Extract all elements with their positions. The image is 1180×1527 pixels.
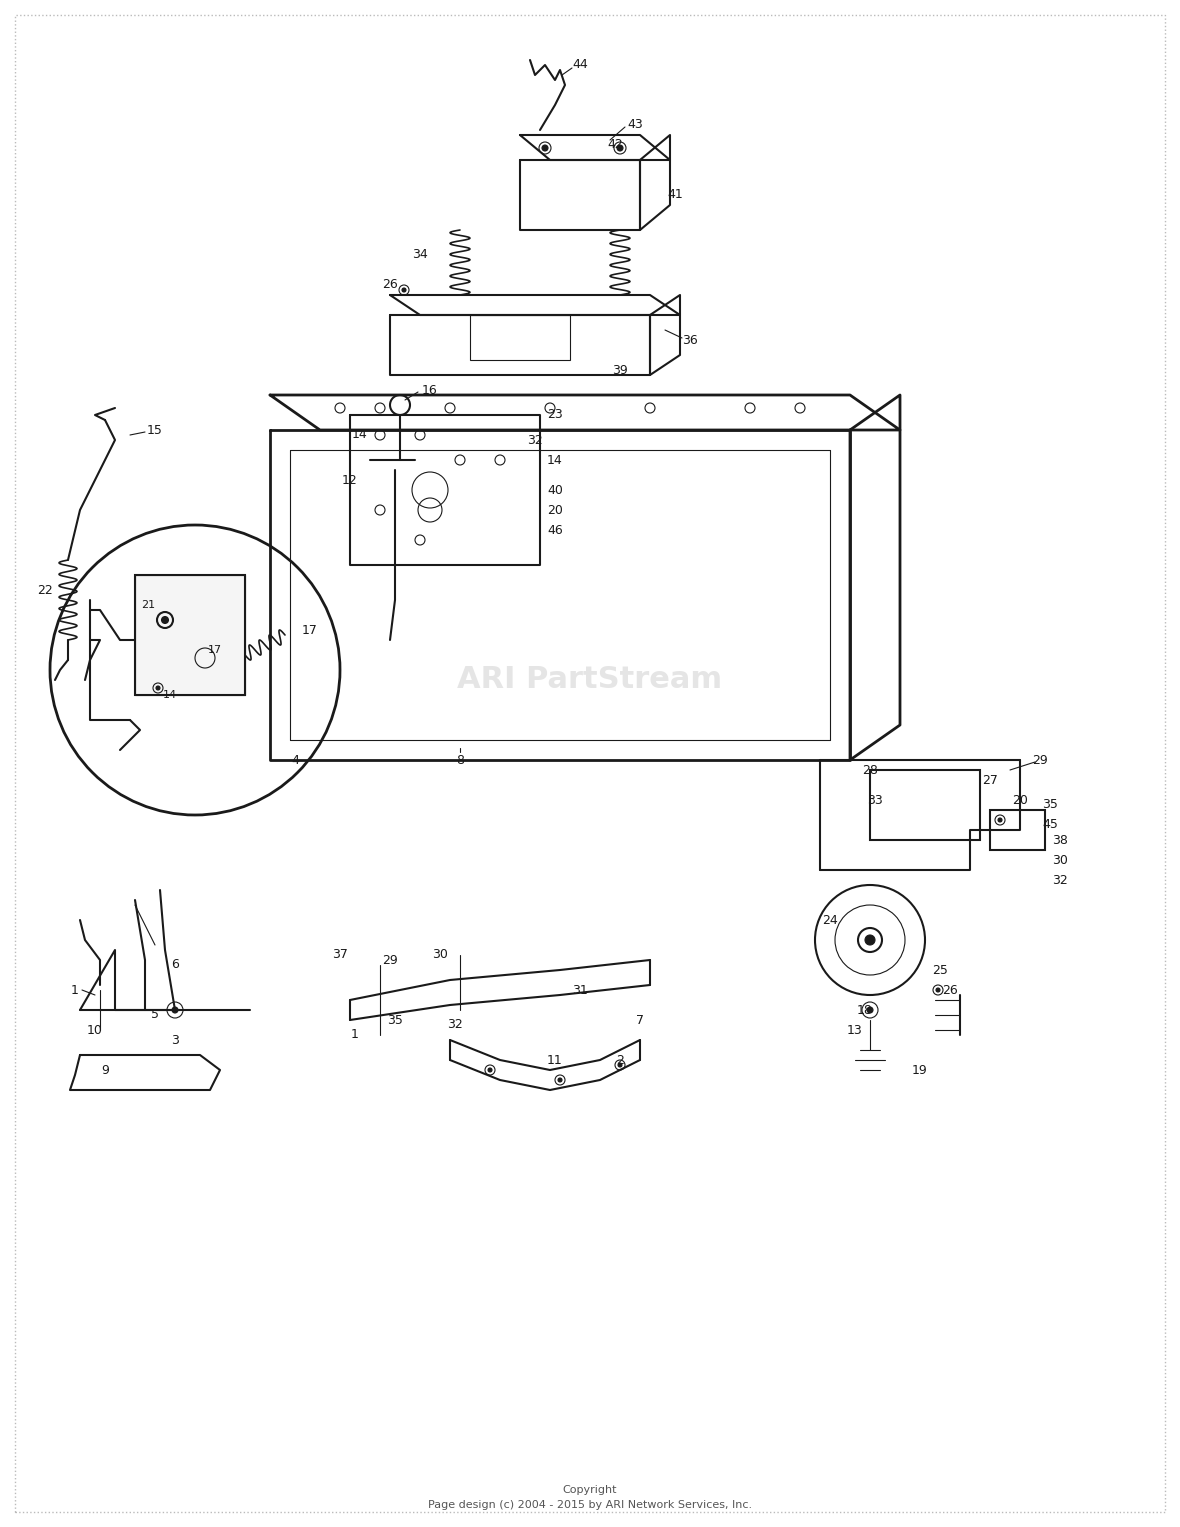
Text: 43: 43 [627,119,643,131]
Circle shape [558,1078,562,1083]
Text: 32: 32 [1053,873,1068,887]
Text: 30: 30 [432,948,448,962]
Bar [990,809,1045,851]
Text: 12: 12 [342,473,358,487]
Bar [135,576,245,695]
Text: 35: 35 [1042,799,1058,811]
Text: 17: 17 [208,644,222,655]
Text: 1: 1 [352,1029,359,1041]
Text: ARI PartStream: ARI PartStream [458,666,722,695]
Text: 14: 14 [352,429,368,441]
Text: 28: 28 [863,764,878,777]
Text: 8: 8 [455,753,464,767]
Text: 34: 34 [412,249,428,261]
Text: 15: 15 [148,423,163,437]
Circle shape [542,145,548,151]
Text: 42: 42 [608,139,623,151]
Text: 41: 41 [667,188,683,202]
Text: 23: 23 [548,409,563,421]
Text: 5: 5 [151,1008,159,1022]
Text: 35: 35 [387,1014,402,1026]
Text: 9: 9 [101,1063,109,1077]
Text: 33: 33 [867,794,883,806]
Text: 37: 37 [332,948,348,962]
Text: 46: 46 [548,524,563,536]
Text: 7: 7 [636,1014,644,1026]
Circle shape [998,818,1002,822]
Text: 20: 20 [548,504,563,516]
Circle shape [618,1063,622,1067]
Text: 4: 4 [291,753,299,767]
Circle shape [936,988,940,993]
Text: 30: 30 [1053,854,1068,866]
Text: 11: 11 [548,1054,563,1066]
Text: 38: 38 [1053,834,1068,846]
Text: 29: 29 [382,953,398,967]
Bar [870,770,981,840]
Text: 32: 32 [447,1019,463,1032]
Text: 39: 39 [612,363,628,377]
Text: 27: 27 [982,774,998,786]
Text: Copyright: Copyright [563,1484,617,1495]
Text: 26: 26 [942,983,958,997]
Text: 13: 13 [847,1023,863,1037]
Text: 24: 24 [822,913,838,927]
Text: 36: 36 [682,333,697,347]
Bar [135,576,245,695]
Text: 26: 26 [382,278,398,292]
Text: 14: 14 [163,690,177,699]
Text: 29: 29 [1032,753,1048,767]
Text: 1: 1 [71,983,79,997]
Circle shape [489,1067,492,1072]
Circle shape [865,935,876,945]
Text: 31: 31 [572,983,588,997]
Text: 19: 19 [912,1063,927,1077]
Text: 40: 40 [548,484,563,496]
Bar [470,315,570,360]
Text: 20: 20 [1012,794,1028,806]
Text: 22: 22 [37,583,53,597]
Circle shape [172,1006,178,1012]
Circle shape [867,1006,873,1012]
Text: 44: 44 [572,58,588,72]
Text: 18: 18 [857,1003,873,1017]
Text: 14: 14 [548,454,563,467]
Text: 16: 16 [422,383,438,397]
Circle shape [162,617,168,623]
Circle shape [156,686,160,690]
Text: 3: 3 [171,1034,179,1046]
Text: 6: 6 [171,959,179,971]
Text: 17: 17 [302,623,317,637]
Text: 21: 21 [140,600,155,609]
Text: 2: 2 [616,1054,624,1066]
Circle shape [617,145,623,151]
Text: 32: 32 [527,434,543,446]
Text: 10: 10 [87,1023,103,1037]
Text: Page design (c) 2004 - 2015 by ARI Network Services, Inc.: Page design (c) 2004 - 2015 by ARI Netwo… [428,1500,752,1510]
Text: 45: 45 [1042,818,1058,832]
Circle shape [402,289,406,292]
Text: 25: 25 [932,964,948,976]
